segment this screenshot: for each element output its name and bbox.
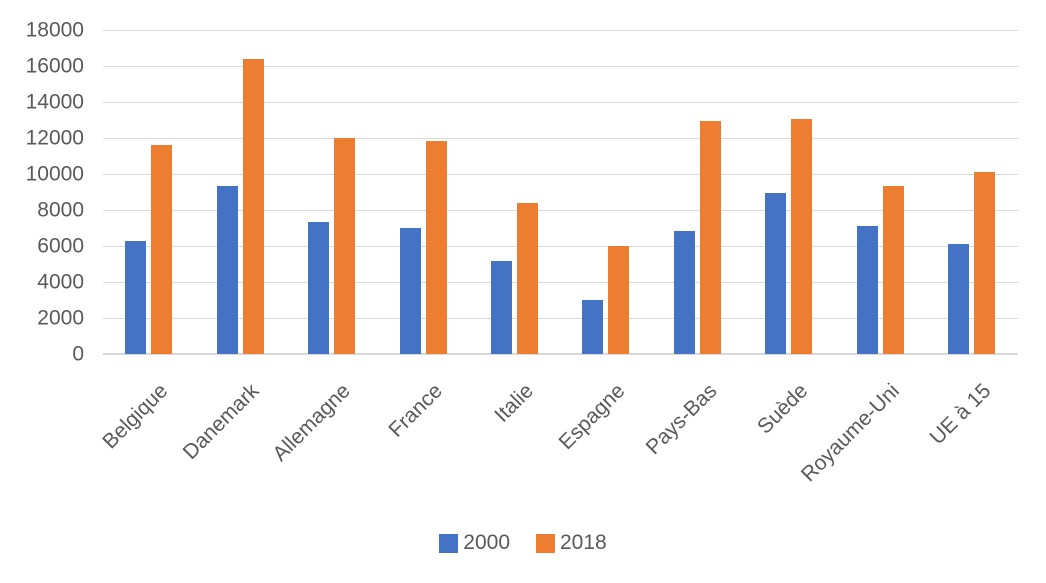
bar-2000-italie bbox=[491, 261, 513, 354]
x-axis-line bbox=[103, 353, 1018, 355]
x-axis-category-label: Italie bbox=[490, 379, 539, 427]
bar-2018-su-de bbox=[791, 118, 813, 354]
x-axis-category-label: Royaume-Uni bbox=[796, 379, 904, 487]
bar-2018-italie bbox=[517, 202, 539, 354]
gridline bbox=[103, 137, 1018, 139]
gridline bbox=[103, 245, 1018, 247]
y-axis-tick-label: 8000 bbox=[37, 198, 84, 222]
y-axis-tick-label: 10000 bbox=[25, 162, 84, 186]
legend-label: 2018 bbox=[560, 531, 607, 554]
y-axis-tick-label: 4000 bbox=[37, 270, 84, 294]
bar-2000-ue-15 bbox=[948, 244, 970, 354]
gridline bbox=[103, 65, 1018, 67]
x-axis-category-label: France bbox=[384, 379, 447, 442]
bar-2000-royaume-uni bbox=[856, 226, 878, 354]
bar-2000-danemark bbox=[216, 185, 238, 354]
y-axis-tick-label: 18000 bbox=[25, 18, 84, 42]
bar-2000-su-de bbox=[765, 192, 787, 354]
gridline bbox=[103, 101, 1018, 103]
bar-2018-pays-bas bbox=[699, 120, 721, 354]
x-axis-category-label: Allemagne bbox=[268, 379, 356, 466]
gridline bbox=[103, 209, 1018, 211]
x-axis-category-label: Suède bbox=[753, 379, 813, 439]
bar-2018-allemagne bbox=[334, 137, 356, 354]
bar-2018-ue-15 bbox=[974, 172, 996, 354]
bar-2018-france bbox=[425, 140, 447, 354]
legend-swatch-icon bbox=[439, 533, 459, 553]
bar-2018-belgique bbox=[151, 145, 173, 354]
y-axis-tick-label: 12000 bbox=[25, 126, 84, 150]
x-axis-category-label: Danemark bbox=[178, 379, 264, 465]
bar-2018-espagne bbox=[608, 245, 630, 354]
x-axis-category-label: UE à 15 bbox=[925, 379, 996, 450]
bar-2000-pays-bas bbox=[673, 230, 695, 354]
gridline bbox=[103, 29, 1018, 31]
x-axis-category-label: Pays-Bas bbox=[641, 379, 721, 460]
y-axis-tick-label: 6000 bbox=[37, 234, 84, 258]
legend-item-2000: 2000 bbox=[439, 531, 510, 555]
bar-2018-danemark bbox=[242, 58, 264, 354]
legend-item-2018: 2018 bbox=[536, 531, 607, 555]
bar-2000-france bbox=[399, 227, 421, 354]
gridline bbox=[103, 317, 1018, 319]
gridline bbox=[103, 173, 1018, 175]
bar-2000-espagne bbox=[582, 299, 604, 354]
y-axis-tick-label: 0 bbox=[72, 342, 84, 366]
x-axis-category-label: Belgique bbox=[98, 379, 173, 454]
legend-label: 2000 bbox=[463, 531, 510, 554]
legend: 2000 2018 bbox=[0, 531, 1046, 555]
gridline bbox=[103, 281, 1018, 283]
y-axis-tick-label: 16000 bbox=[25, 54, 84, 78]
bar-2000-belgique bbox=[125, 241, 147, 354]
x-axis-category-label: Espagne bbox=[554, 379, 630, 455]
y-axis-tick-label: 14000 bbox=[25, 90, 84, 114]
y-axis-tick-label: 2000 bbox=[37, 306, 84, 330]
bar-2000-allemagne bbox=[308, 221, 330, 354]
legend-swatch-icon bbox=[536, 533, 555, 553]
bar-2018-royaume-uni bbox=[882, 185, 904, 354]
